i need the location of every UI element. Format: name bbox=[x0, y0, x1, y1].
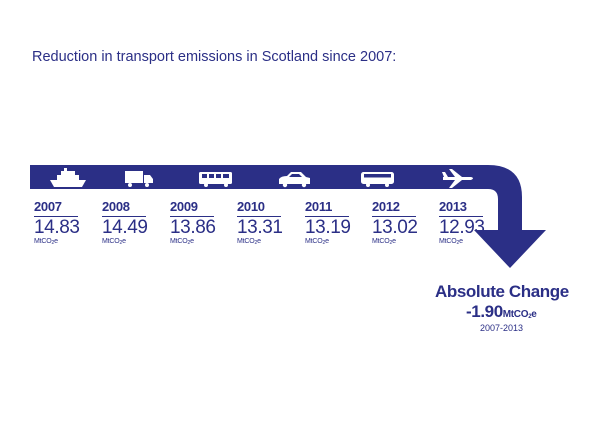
emission-unit: MtCO2e bbox=[102, 238, 126, 246]
emission-unit: MtCO2e bbox=[34, 238, 58, 246]
emission-value: 14.83 bbox=[34, 217, 80, 238]
year-label: 2007 bbox=[34, 199, 62, 214]
year-underline bbox=[170, 216, 214, 217]
year-column-2007: 2007 14.83 MtCO2e bbox=[34, 200, 94, 247]
year-underline bbox=[237, 216, 281, 217]
year-column-2011: 2011 13.19 MtCO2e bbox=[305, 200, 365, 247]
year-column-2013: 2013 12.93 MtCO2e bbox=[439, 200, 499, 247]
emission-value: 13.19 bbox=[305, 217, 351, 238]
chart-title: Reduction in transport emissions in Scot… bbox=[32, 49, 397, 65]
emission-unit: MtCO2e bbox=[372, 238, 396, 246]
emission-value: 14.49 bbox=[102, 217, 148, 238]
year-underline bbox=[372, 216, 416, 217]
absolute-change-value: -1.90MtCO2e bbox=[466, 302, 537, 322]
year-underline bbox=[102, 216, 146, 217]
coach-icon bbox=[361, 172, 394, 187]
lorry-icon bbox=[125, 171, 153, 187]
emission-unit: MtCO2e bbox=[237, 238, 261, 246]
emission-unit: MtCO2e bbox=[439, 238, 463, 246]
year-label: 2008 bbox=[102, 199, 130, 214]
absolute-change-label: Absolute Change bbox=[435, 282, 569, 301]
emission-value: 12.93 bbox=[439, 217, 485, 238]
year-label: 2013 bbox=[439, 199, 467, 214]
car-icon bbox=[279, 172, 310, 188]
ship-icon bbox=[50, 168, 86, 187]
year-label: 2011 bbox=[305, 199, 333, 214]
emission-unit: MtCO2e bbox=[305, 238, 329, 246]
absolute-change-number: -1.90 bbox=[466, 302, 503, 321]
year-underline bbox=[439, 216, 483, 217]
timeline-arrow bbox=[30, 165, 546, 268]
year-column-2012: 2012 13.02 MtCO2e bbox=[372, 200, 432, 247]
emission-value: 13.86 bbox=[170, 217, 216, 238]
year-label: 2012 bbox=[372, 199, 400, 214]
year-column-2010: 2010 13.31 MtCO2e bbox=[237, 200, 297, 247]
year-column-2009: 2009 13.86 MtCO2e bbox=[170, 200, 230, 247]
emission-unit: MtCO2e bbox=[170, 238, 194, 246]
year-underline bbox=[305, 216, 349, 217]
aeroplane-icon bbox=[442, 169, 473, 188]
bus-icon bbox=[199, 172, 232, 187]
emission-value: 13.31 bbox=[237, 217, 283, 238]
emission-value: 13.02 bbox=[372, 217, 418, 238]
absolute-change-unit: MtCO2e bbox=[502, 309, 537, 320]
absolute-change-period: 2007-2013 bbox=[480, 323, 524, 333]
year-column-2008: 2008 14.49 MtCO2e bbox=[102, 200, 162, 247]
year-underline bbox=[34, 216, 78, 217]
year-label: 2009 bbox=[170, 199, 198, 214]
year-label: 2010 bbox=[237, 199, 265, 214]
